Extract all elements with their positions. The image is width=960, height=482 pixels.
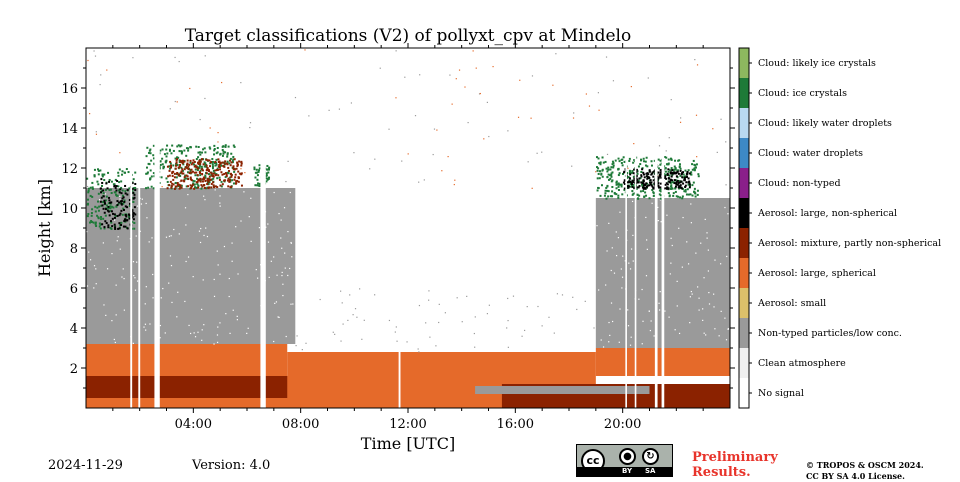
legend-label-6: Aerosol: large, non-spherical [757,208,897,219]
legend-swatch-1 [739,348,749,378]
date-label: 2024-11-29 [48,458,123,473]
y-tick-label-6: 14 [61,122,78,137]
x-tick-label-0: 04:00 [175,417,212,432]
data-gap-5 [625,48,627,408]
legend-label-2: Non-typed particles/low conc. [758,328,902,339]
legend-swatch-11 [739,48,749,78]
preliminary-line-2: Results. [692,465,751,480]
data-gap-3 [260,48,266,408]
class-region-2 [86,344,288,376]
y-tick-label-4: 10 [61,202,78,217]
axis-ticks: 2 4 6 8 10 12 14 16 04:00 08:00 12:00 16:00 20:00 [61,43,735,432]
chart-title: Target classifications (V2) of pollyxt_c… [185,26,631,46]
legend-swatch-7 [739,168,749,198]
legend-swatch-2 [739,318,749,348]
class-region-1 [86,398,730,408]
x-tick-label-2: 12:00 [389,417,426,432]
legend-swatch-0 [739,378,749,408]
person-icon: ● [619,448,636,465]
data-gap-8 [661,48,665,408]
legend-label-1: Clean atmosphere [758,358,846,369]
cloud-patch-1 [99,178,137,230]
legend-label-9: Cloud: likely water droplets [758,118,892,129]
legend-label-8: Cloud: water droplets [758,148,863,159]
y-tick-label-5: 12 [61,162,78,177]
x-tick-label-4: 20:00 [604,417,641,432]
legend-label-11: Cloud: likely ice crystals [758,58,876,69]
badge-sa-label: SA [645,467,656,475]
legend-label-3: Aerosol: small [757,298,826,309]
version-label: Version: 4.0 [192,458,271,473]
noise-speckle [86,49,729,353]
legend-swatch-8 [739,138,749,168]
plot-area [86,48,730,408]
data-gap-1 [138,48,141,408]
legend-label-5: Aerosol: mixture, partly non-spherical [757,238,941,249]
legend-swatch-4 [739,258,749,288]
data-gap-2 [154,48,160,408]
share-alike-icon: ↻ [642,448,659,465]
copyright-line-1: © TROPOS & OSCM 2024. [806,460,924,470]
legend-swatch-10 [739,78,749,108]
x-axis-label: Time [UTC] [361,434,455,453]
y-tick-label-2: 6 [70,282,78,297]
y-tick-label-7: 16 [61,82,78,97]
data-gap-7 [654,48,658,408]
cc-license-badge: cc ● ↻ BY SA [576,444,673,477]
y-axis-label: Height [km] [35,179,54,277]
legend-label-0: No signal [758,388,804,399]
x-tick-label-1: 08:00 [282,417,319,432]
data-gap-4 [398,48,401,408]
y-tick-label-3: 8 [70,242,78,257]
badge-by-label: BY [622,467,633,475]
legend-label-7: Cloud: non-typed [758,178,841,189]
copyright-line-2: CC BY SA 4.0 License. [806,471,905,481]
data-gap-0 [130,48,133,408]
badge-bar [577,467,672,476]
legend-swatch-6 [739,198,749,228]
preliminary-line-1: Preliminary [692,450,778,465]
legend-label-4: Aerosol: large, spherical [757,268,876,279]
y-tick-label-1: 4 [70,322,78,337]
x-tick-label-3: 16:00 [497,417,534,432]
colorbar-legend: No signal Clean atmosphere Non-typed parti… [738,47,941,409]
data-gap-6 [634,48,637,408]
y-tick-label-0: 2 [70,362,78,377]
legend-label-10: Cloud: ice crystals [758,88,847,99]
cloud-patch-3 [166,158,243,190]
preliminary-notice: Preliminary Results. [692,450,778,480]
legend-swatch-3 [739,288,749,318]
copyright-notice: © TROPOS & OSCM 2024. CC BY SA 4.0 Licen… [806,460,924,482]
legend-swatch-9 [739,108,749,138]
legend-swatch-5 [739,228,749,258]
class-region-6 [475,386,650,394]
